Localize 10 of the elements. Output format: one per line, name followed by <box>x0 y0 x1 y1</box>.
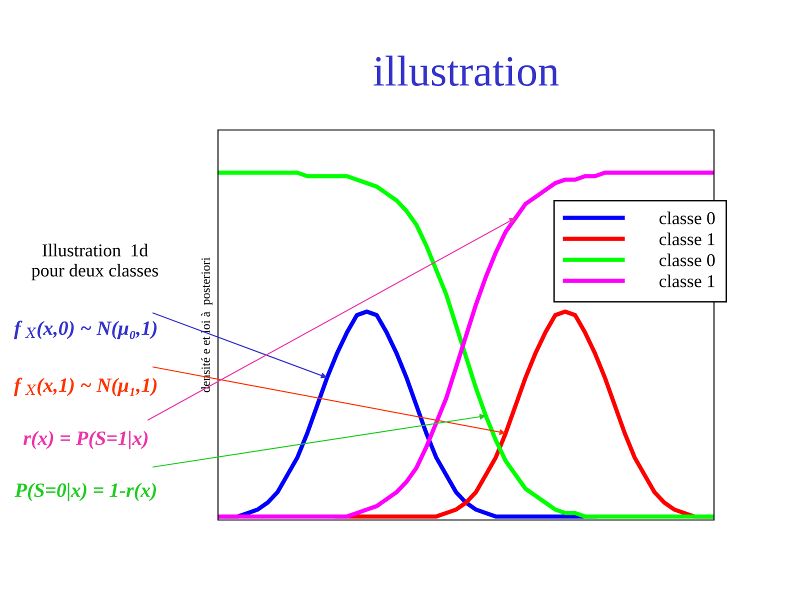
chart-title: illustration <box>374 56 559 86</box>
text: f$_{X}$(x,0) ~ N(μ₀,1) <box>14 320 157 340</box>
text: f$_{X}$(x,1) ~ N(μ₁,1) <box>14 378 157 396</box>
legend-label: classe 1 <box>659 274 714 288</box>
text: r(x) = P(S=1|x) <box>24 430 148 450</box>
text: P(S=0|x) = 1-r(x) <box>14 482 156 502</box>
legend-label: classe 0 <box>659 254 715 266</box>
legend-label: classe 1 <box>659 232 714 246</box>
legend-label: classe 0 <box>659 212 715 224</box>
text: Illustration 1d pour deux classes <box>32 244 158 280</box>
